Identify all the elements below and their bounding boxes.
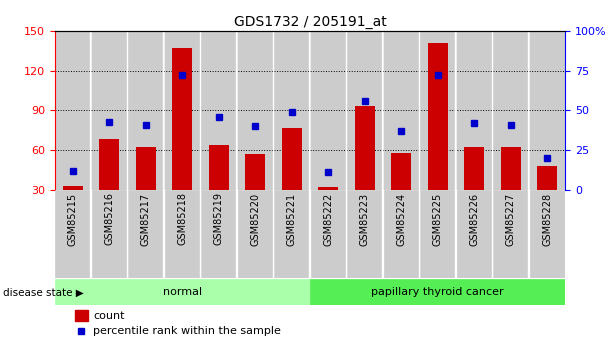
Bar (500, 147, 520, 190)
Bar (201, 31, 237, 190)
Text: count: count (93, 311, 125, 321)
Text: GSM85222: GSM85222 (323, 193, 333, 246)
Bar (427, 43, 447, 190)
Bar (75, 310, 88, 321)
Bar (165, 190, 200, 278)
Text: GSM85221: GSM85221 (287, 193, 297, 246)
Bar (92, 31, 127, 190)
Text: GSM85216: GSM85216 (105, 193, 114, 245)
Bar (384, 190, 419, 278)
Text: disease state ▶: disease state ▶ (3, 287, 84, 297)
Bar (238, 31, 273, 190)
Bar (391, 153, 411, 190)
Bar (128, 190, 164, 278)
Bar (311, 190, 346, 278)
Text: GSM85215: GSM85215 (68, 193, 78, 246)
Text: GSM85227: GSM85227 (506, 193, 516, 246)
Bar (238, 190, 273, 278)
Text: percentile rank within the sample: percentile rank within the sample (93, 326, 281, 336)
Bar (92, 190, 127, 278)
Bar (201, 190, 237, 278)
Bar (530, 190, 565, 278)
Bar (493, 31, 528, 190)
Bar (530, 31, 565, 190)
Bar (457, 190, 492, 278)
Text: GSM85224: GSM85224 (396, 193, 406, 246)
Bar (245, 154, 265, 190)
Bar (282, 128, 302, 190)
Bar (347, 31, 382, 190)
Text: GSM85228: GSM85228 (542, 193, 552, 246)
Bar (55, 190, 91, 278)
Bar (493, 190, 528, 278)
Text: papillary thyroid cancer: papillary thyroid cancer (371, 287, 504, 297)
Bar (318, 187, 338, 190)
Bar (464, 147, 484, 190)
Bar (165, 31, 200, 190)
Bar (310, 279, 565, 305)
Text: GSM85226: GSM85226 (469, 193, 479, 246)
Text: normal: normal (163, 287, 202, 297)
Bar (420, 190, 455, 278)
Bar (136, 147, 156, 190)
Bar (311, 31, 346, 190)
Text: GSM85218: GSM85218 (178, 193, 187, 245)
Bar (354, 106, 375, 190)
Bar (172, 48, 192, 190)
Text: GSM85225: GSM85225 (433, 193, 443, 246)
Bar (537, 166, 557, 190)
Bar (99, 139, 119, 190)
Bar (55, 279, 310, 305)
Bar (128, 31, 164, 190)
Text: GSM85220: GSM85220 (250, 193, 260, 246)
Bar (384, 31, 419, 190)
Text: GSM85217: GSM85217 (141, 193, 151, 246)
Bar (457, 31, 492, 190)
Text: GSM85223: GSM85223 (360, 193, 370, 246)
Bar (347, 190, 382, 278)
Bar (274, 190, 309, 278)
Bar (63, 186, 83, 190)
Bar (55, 31, 91, 190)
Bar (274, 31, 309, 190)
Bar (209, 145, 229, 190)
Title: GDS1732 / 205191_at: GDS1732 / 205191_at (233, 14, 387, 29)
Bar (420, 31, 455, 190)
Text: GSM85219: GSM85219 (214, 193, 224, 245)
